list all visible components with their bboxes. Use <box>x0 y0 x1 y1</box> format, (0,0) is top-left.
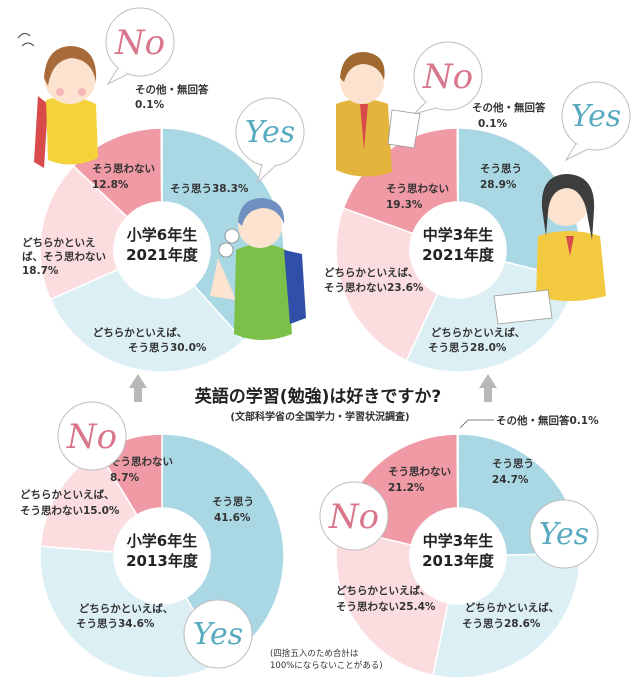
center-label-line1: 小学6年生 <box>127 226 197 244</box>
slice-value: 19.3% <box>386 199 423 211</box>
slice-label: その他・無回答 <box>472 101 546 114</box>
slice-value: 18.7% <box>22 265 59 277</box>
slice-label: どちらかといえ <box>22 236 96 249</box>
slice-value: 0.1% <box>135 99 165 111</box>
no-bubble: No <box>57 401 127 471</box>
slice-label: そう思う28.6% <box>462 618 541 630</box>
slice-label: どちらかといえば、 <box>93 326 188 339</box>
slice-value: 28.9% <box>480 179 517 191</box>
slice-label: そう思わない15.0% <box>20 505 120 517</box>
rounding-note-line2: 100%にならないことがある) <box>270 660 383 671</box>
source-note: (文部科学省の全国学力・学習状況調査) <box>230 410 409 423</box>
rounding-note-line1: (四捨五入のため合計は <box>270 648 359 659</box>
center-label-line2: 2021年度 <box>126 246 199 264</box>
yes-bubble: Yes <box>183 599 253 669</box>
slice-value: 21.2% <box>388 482 425 494</box>
slice-label: そう思わない23.6% <box>324 282 424 294</box>
slice-label: どちらかといえば、 <box>431 326 526 339</box>
slice-label: その他・無回答 <box>135 83 209 96</box>
slice-other <box>456 433 459 509</box>
center-label-line2: 2021年度 <box>422 246 495 264</box>
slice-label: そう思う30.0% <box>128 342 207 354</box>
leader-line <box>459 419 494 429</box>
arrow-up-right-stem <box>484 385 492 402</box>
slice-label: そう思う <box>480 163 522 175</box>
slice-label: どちらかといえば、 <box>336 584 431 597</box>
svg-text:Yes: Yes <box>245 115 295 150</box>
slice-label: そう思う34.6% <box>76 618 155 630</box>
yes-bubble: Yes <box>529 499 599 569</box>
center-label-line2: 2013年度 <box>126 552 199 570</box>
boy-student-illustration <box>210 198 306 340</box>
slice-label: どちらかといえば、 <box>465 601 560 614</box>
infographic-title: 英語の学習(勉強)は好きですか? <box>195 386 441 407</box>
slice-value: 8.7% <box>110 472 140 484</box>
slice-label: その他・無回答0.1% <box>496 414 599 427</box>
slice-label: そう思わない <box>110 456 173 468</box>
girl-writing-illustration <box>493 174 606 325</box>
yes-bubble: Yes <box>235 97 305 184</box>
center-label-line1: 中学3年生 <box>423 226 493 244</box>
boy-with-paper-illustration <box>336 52 421 177</box>
girl-student-illustration <box>17 32 98 168</box>
slice-label: どちらかといえば、 <box>79 602 174 615</box>
center-label-line1: 小学6年生 <box>127 532 197 550</box>
slice-other <box>160 127 163 203</box>
svg-text:Yes: Yes <box>571 99 621 134</box>
slice-label: ば、そう思わない <box>22 250 106 263</box>
svg-text:No: No <box>422 57 473 97</box>
donut-hole <box>410 508 506 604</box>
donut-chart-elementary-2013 <box>39 433 285 679</box>
slice-label: そう思わない <box>388 466 451 478</box>
slice-value: 12.8% <box>92 179 129 191</box>
svg-text:No: No <box>114 23 165 63</box>
slice-label: どちらかといえば、 <box>324 266 419 279</box>
yes-bubble: Yes <box>561 81 631 162</box>
svg-text:Yes: Yes <box>193 617 243 652</box>
slice-other <box>456 127 459 203</box>
slice-label: そう思わない <box>92 163 155 175</box>
svg-text:Yes: Yes <box>539 517 589 552</box>
slice-label: そう思う <box>212 496 254 508</box>
svg-text:No: No <box>328 497 379 537</box>
slice-value: 0.1% <box>478 118 508 130</box>
slice-label: そう思わない25.4% <box>336 601 436 613</box>
center-label-line1: 中学3年生 <box>423 532 493 550</box>
no-bubble: No <box>412 41 483 115</box>
donut-hole <box>114 202 210 298</box>
slice-value: 24.7% <box>492 474 529 486</box>
arrow-up-right-icon <box>479 374 497 388</box>
slice-label: そう思う38.3% <box>170 183 249 195</box>
slice-label: どちらかといえば、 <box>20 488 115 501</box>
no-bubble: No <box>319 481 389 551</box>
svg-text:No: No <box>66 417 117 457</box>
slice-label: そう思わない <box>386 183 449 195</box>
slice-label: そう思う <box>492 458 534 470</box>
arrow-up-left-stem <box>134 385 142 402</box>
arrow-up-left-icon <box>129 374 147 388</box>
no-bubble: No <box>105 7 175 86</box>
slice-label: そう思う28.0% <box>428 342 507 354</box>
donut-hole <box>114 508 210 604</box>
donut-hole <box>410 202 506 298</box>
slice-value: 41.6% <box>214 512 251 524</box>
center-label-line2: 2013年度 <box>422 552 495 570</box>
